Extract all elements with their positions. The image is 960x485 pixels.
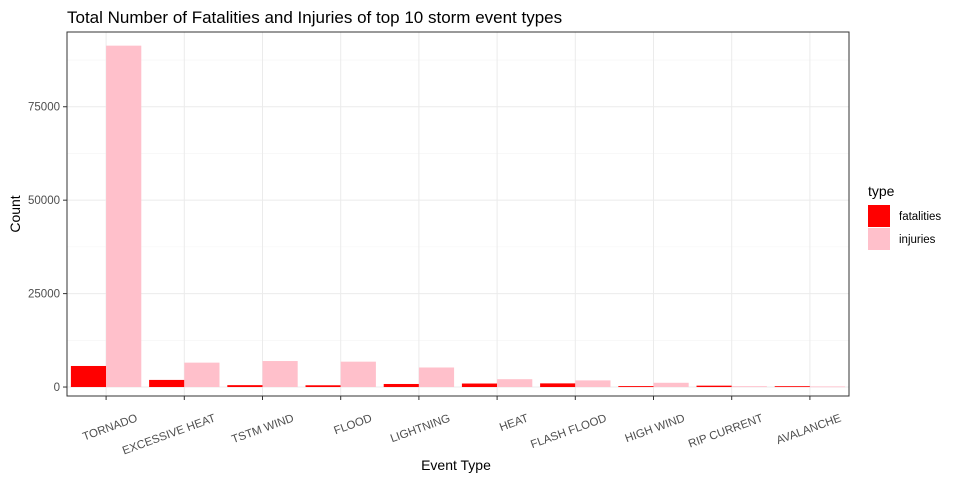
y-tick-label: 50000 bbox=[28, 195, 60, 207]
x-tick-label: FLASH FLOOD bbox=[529, 413, 608, 452]
plot-panel bbox=[67, 32, 849, 396]
y-tick-label: 0 bbox=[54, 382, 60, 394]
y-axis-label: Count bbox=[7, 195, 23, 232]
bar-fatalities bbox=[774, 386, 810, 388]
bar-injuries bbox=[575, 380, 611, 388]
legend-title: type bbox=[868, 183, 895, 199]
plot-border bbox=[66, 31, 850, 397]
bar-injuries bbox=[653, 382, 689, 388]
legend: type fatalities injuries bbox=[868, 183, 941, 250]
bar-injuries bbox=[731, 386, 767, 388]
bar-fatalities bbox=[540, 383, 576, 388]
legend-swatch-injuries bbox=[868, 228, 890, 250]
bar-fatalities bbox=[149, 379, 185, 388]
bar-fatalities bbox=[696, 385, 732, 388]
x-tick-label: LIGHTNING bbox=[389, 413, 452, 446]
bar-injuries bbox=[809, 386, 846, 388]
bar-injuries bbox=[262, 361, 298, 388]
y-tick-label: 75000 bbox=[28, 102, 60, 114]
bar-fatalities bbox=[461, 383, 498, 388]
x-tick-label: TSTM WIND bbox=[230, 413, 295, 447]
bar-fatalities bbox=[227, 385, 263, 388]
x-tick-label: AVALANCHE bbox=[775, 412, 843, 447]
chart-title: Total Number of Fatalities and Injuries … bbox=[67, 8, 562, 27]
bar-fatalities bbox=[70, 365, 107, 388]
bar-injuries bbox=[184, 362, 220, 388]
bars bbox=[70, 45, 846, 388]
legend-swatch-fatalities bbox=[868, 205, 890, 227]
bar-fatalities bbox=[618, 386, 654, 388]
x-tick-label: FLOOD bbox=[332, 413, 373, 438]
bar-injuries bbox=[418, 367, 455, 388]
x-tick-label: HIGH WIND bbox=[624, 413, 687, 446]
x-axis-label: Event Type bbox=[421, 457, 491, 473]
legend-label-fatalities: fatalities bbox=[899, 211, 941, 223]
x-tick-label: HEAT bbox=[498, 413, 530, 434]
bar-injuries bbox=[340, 361, 376, 388]
y-tick-label: 25000 bbox=[28, 289, 60, 301]
x-tick-label: RIP CURRENT bbox=[687, 413, 765, 451]
bar-fatalities bbox=[305, 385, 341, 388]
y-axis-ticks: 0 25000 50000 75000 bbox=[28, 102, 67, 394]
bar-injuries bbox=[106, 45, 142, 388]
bar-injuries bbox=[497, 379, 533, 388]
bar-fatalities bbox=[383, 383, 419, 388]
legend-label-injuries: injuries bbox=[899, 234, 936, 246]
x-tick-label: TORNADO bbox=[81, 413, 139, 444]
